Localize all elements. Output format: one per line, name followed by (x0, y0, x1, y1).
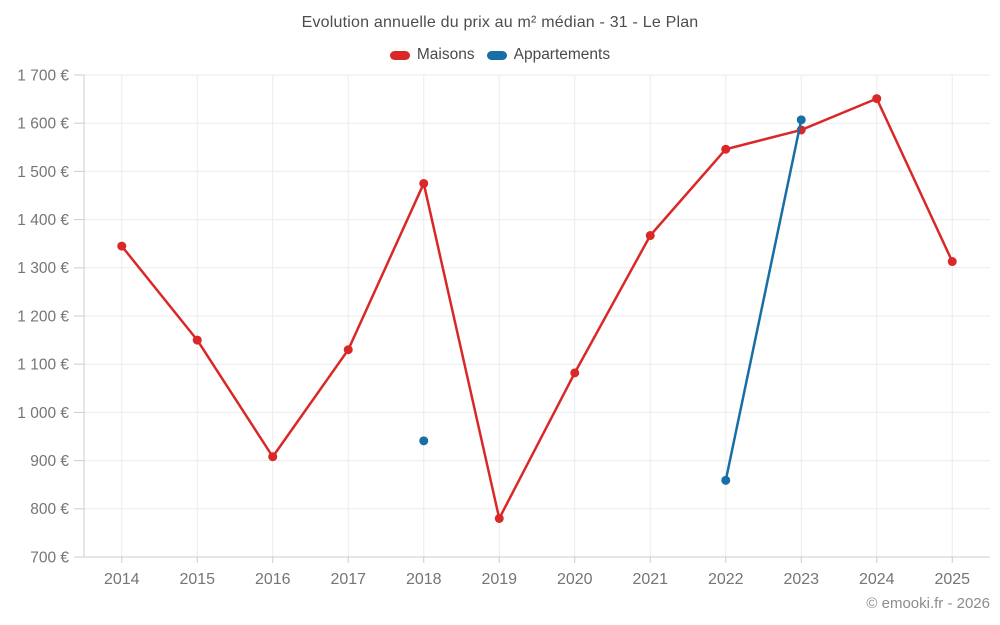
y-tick-label: 900 € (30, 453, 69, 470)
legend-swatch-appartements (486, 50, 507, 60)
data-point-maisons-2016[interactable] (268, 452, 278, 462)
data-point-maisons-2018[interactable] (419, 178, 429, 188)
chart-title: Evolution annuelle du prix au m² médian … (301, 14, 699, 31)
x-tick-label: 2017 (330, 571, 366, 588)
x-tick-label: 2018 (406, 571, 442, 588)
data-point-maisons-2022[interactable] (721, 144, 731, 154)
data-point-maisons-2017[interactable] (343, 345, 353, 355)
data-point-maisons-2020[interactable] (570, 368, 580, 378)
data-point-maisons-2021[interactable] (645, 231, 655, 241)
y-tick-label: 1 500 € (17, 164, 69, 181)
y-tick-label: 1 200 € (17, 308, 69, 325)
data-point-maisons-2015[interactable] (192, 335, 202, 345)
series-line-maisons (120, 97, 954, 520)
copyright: © emooki.fr - 2026 (866, 595, 990, 612)
legend: Maisons Appartements (0, 46, 1000, 64)
data-point-maisons-2019[interactable] (494, 513, 504, 523)
data-point-appartements-2018[interactable] (419, 436, 429, 446)
x-tick-label: 2024 (859, 571, 895, 588)
x-tick-label: 2019 (481, 571, 517, 588)
data-point-maisons-2025[interactable] (947, 257, 957, 267)
data-point-appartements-2022[interactable] (721, 475, 731, 485)
x-tick-label: 2021 (632, 571, 668, 588)
x-tick-label: 2014 (104, 571, 140, 588)
y-tick-label: 800 € (30, 501, 69, 518)
data-point-maisons-2014[interactable] (117, 241, 127, 251)
y-tick-label: 1 000 € (17, 405, 69, 422)
x-tick-label: 2022 (708, 571, 744, 588)
y-tick-label: 1 700 € (17, 67, 69, 84)
y-tick-label: 700 € (30, 549, 69, 566)
legend-swatch-maisons (389, 50, 410, 60)
legend-label-appartements: Appartements (513, 46, 611, 63)
legend-item-appartements[interactable]: Appartements (486, 46, 611, 64)
legend-label-maisons: Maisons (416, 46, 475, 63)
x-tick-label: 2025 (934, 571, 970, 588)
data-point-maisons-2024[interactable] (872, 94, 882, 104)
x-tick-label: 2015 (179, 571, 215, 588)
y-tick-label: 1 300 € (17, 260, 69, 277)
data-point-appartements-2023[interactable] (796, 115, 806, 125)
x-tick-label: 2016 (255, 571, 291, 588)
x-tick-label: 2023 (783, 571, 819, 588)
legend-item-maisons[interactable]: Maisons (389, 46, 475, 64)
x-tick-label: 2020 (557, 571, 593, 588)
series-line-appartements (724, 118, 803, 482)
y-tick-label: 1 100 € (17, 357, 69, 374)
y-tick-label: 1 600 € (17, 116, 69, 133)
y-tick-label: 1 400 € (17, 212, 69, 229)
